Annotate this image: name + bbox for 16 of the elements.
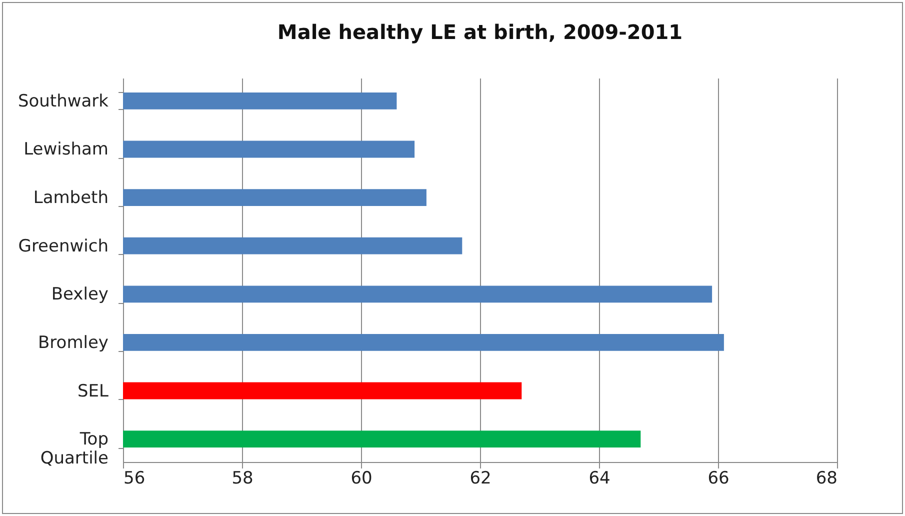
y-tick-label: Bromley — [38, 332, 108, 353]
y-tick-label: SEL — [77, 381, 110, 402]
y-tick-label: Top Quartile — [40, 430, 108, 469]
x-tick-label: 56 — [124, 468, 146, 488]
y-tick-label: Lambeth — [33, 188, 108, 208]
x-tick-label: 62 — [470, 468, 492, 488]
chart-title: Male healthy LE at birth, 2009-2011 — [277, 20, 683, 44]
y-tick-label: Greenwich — [18, 236, 108, 256]
y-tick-label: Lewisham — [24, 140, 108, 160]
y-tick-label: Southwark — [18, 91, 109, 112]
x-tick-label: 68 — [816, 468, 838, 488]
x-tick-label: 66 — [708, 468, 730, 488]
x-tick-label: 58 — [232, 468, 254, 488]
x-tick-label: 60 — [350, 468, 372, 488]
x-tick-label: 64 — [588, 468, 610, 488]
y-tick-label: Bexley — [51, 284, 108, 305]
